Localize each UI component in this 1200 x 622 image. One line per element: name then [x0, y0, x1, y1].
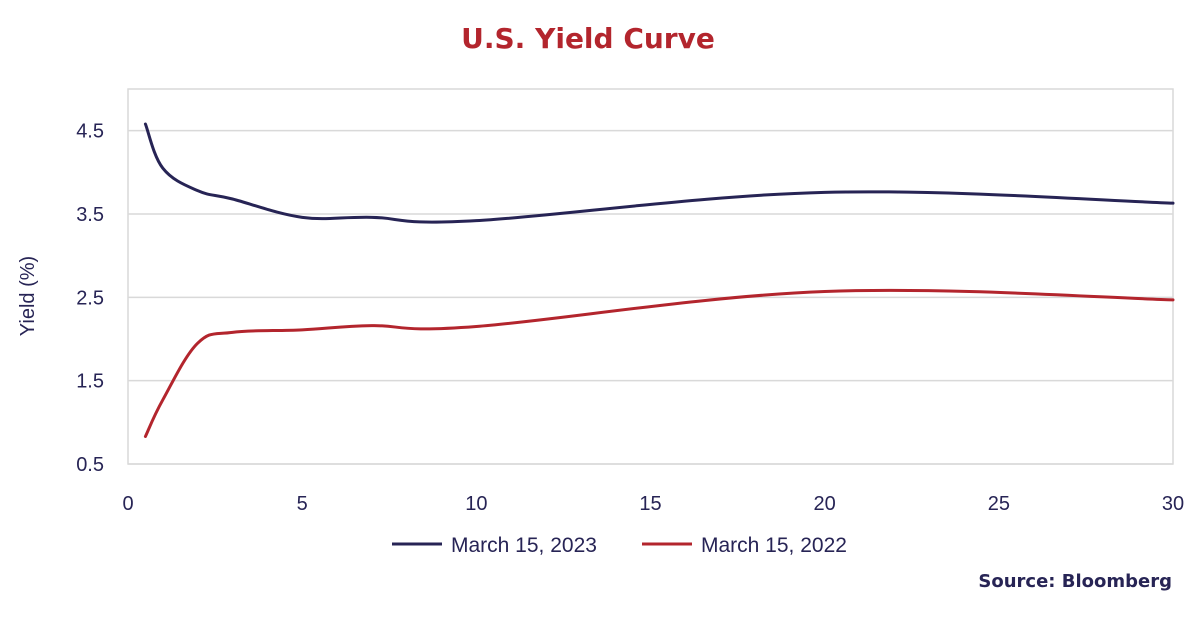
legend-label-1: March 15, 2023 — [451, 534, 597, 557]
y-tick-label: 0.5 — [76, 454, 104, 476]
x-tick-label: 10 — [465, 493, 487, 515]
legend: March 15, 2023 March 15, 2022 — [392, 534, 847, 557]
x-tick-label: 30 — [1162, 493, 1184, 515]
x-tick-label: 5 — [297, 493, 308, 515]
series-line-2 — [143, 288, 1175, 438]
y-tick-label: 1.5 — [76, 371, 104, 393]
series-layer — [143, 122, 1175, 438]
series-line-1 — [143, 122, 1175, 224]
axis-layer: 0.5 1.5 2.5 3.5 4.5 0 5 10 15 20 25 30 — [76, 121, 1184, 515]
y-tick-label: 2.5 — [76, 287, 104, 309]
y-tick-label: 4.5 — [76, 121, 104, 143]
grid-layer — [127, 88, 1174, 465]
y-tick-label: 3.5 — [76, 204, 104, 226]
legend-label-2: March 15, 2022 — [701, 534, 847, 557]
x-tick-label: 20 — [814, 493, 836, 515]
source-note: Source: Bloomberg — [978, 571, 1172, 592]
x-tick-label: 15 — [639, 493, 661, 515]
chart-title: U.S. Yield Curve — [461, 22, 715, 55]
y-axis-title: Yield (%) — [17, 256, 39, 336]
x-tick-label: 25 — [988, 493, 1010, 515]
x-tick-label: 0 — [122, 493, 133, 515]
plot-border — [127, 88, 1174, 465]
